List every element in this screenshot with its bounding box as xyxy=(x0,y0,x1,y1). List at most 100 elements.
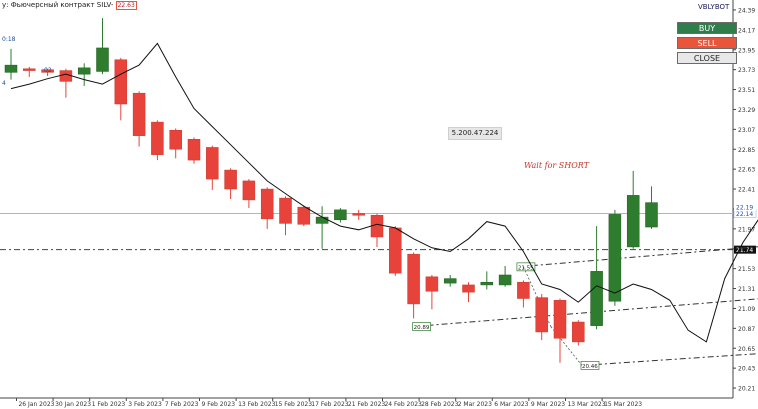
bear-candle xyxy=(206,147,219,180)
pattern-connector xyxy=(523,266,552,327)
bear-candle xyxy=(425,276,439,292)
price-marker-tag xyxy=(734,202,756,211)
x-tick-label: 6 Mar 2023 xyxy=(494,401,528,408)
instrument-title: у: Фьючерсный контракт SILV- xyxy=(2,1,114,9)
x-tick-label: 24 Feb 2023 xyxy=(384,401,422,408)
bull-candle xyxy=(608,214,622,302)
moving-average-line xyxy=(10,42,758,343)
bull-candle xyxy=(590,271,603,326)
left-label-time: 0:18 xyxy=(2,36,16,43)
y-tick-label: 24.17 xyxy=(738,27,755,34)
title-price-badge: 22.63 xyxy=(115,1,137,10)
x-tick-label: 21 Feb 2023 xyxy=(348,401,386,408)
x-tick-label: 28 Feb 2023 xyxy=(421,401,459,408)
bull-candle xyxy=(334,209,347,221)
y-tick-label: 23.29 xyxy=(738,107,755,114)
sell-button[interactable]: SELL xyxy=(677,37,737,49)
y-tick-label: 21.97 xyxy=(738,226,755,233)
bear-candle xyxy=(553,300,567,339)
x-tick-label: 13 Feb 2023 xyxy=(238,401,276,408)
y-tick-label: 20.43 xyxy=(738,366,755,373)
x-tick-label: 2 Mar 2023 xyxy=(458,401,492,408)
trend-anchor-label: 20.89 xyxy=(414,325,430,331)
x-tick-label: 1 Feb 2023 xyxy=(92,401,126,408)
x-tick-label: 15 Feb 2023 xyxy=(275,401,313,408)
close-button[interactable]: CLOSE xyxy=(677,52,737,64)
bear-candle xyxy=(151,121,164,155)
y-tick-label: 20.87 xyxy=(738,326,755,333)
x-tick-label: 7 Feb 2023 xyxy=(165,401,199,408)
bear-candle xyxy=(242,180,256,201)
wait-for-short-note: Wait for SHORT xyxy=(524,161,589,170)
bear-candle xyxy=(389,227,402,274)
y-tick-label: 22.41 xyxy=(738,187,755,194)
y-tick-label: 21.09 xyxy=(738,306,755,313)
trend-line xyxy=(517,246,758,268)
bear-candle xyxy=(572,321,585,343)
bear-candle xyxy=(535,297,548,333)
left-label-4: 4 xyxy=(2,80,6,87)
bull-candle xyxy=(315,216,329,224)
trend-anchor-tag xyxy=(516,262,536,272)
bear-candle xyxy=(169,130,182,150)
y-tick-label: 22.63 xyxy=(738,167,755,174)
bull-candle xyxy=(498,274,512,286)
bear-candle xyxy=(260,188,274,220)
bull-candle xyxy=(480,281,494,286)
x-tick-label: 9 Feb 2023 xyxy=(201,401,235,408)
bear-candle xyxy=(297,206,311,225)
bull-candle xyxy=(96,47,109,72)
bear-candle xyxy=(462,284,475,293)
trend-anchor-label: 20.46 xyxy=(582,364,598,370)
bear-candle xyxy=(59,70,73,82)
brand-label: VBLYBOT xyxy=(698,3,730,11)
bear-candle xyxy=(187,139,201,161)
x-tick-label: 17 Feb 2023 xyxy=(311,401,349,408)
y-tick-label: 23.51 xyxy=(738,87,755,94)
bull-candle xyxy=(626,195,640,248)
bull-candle xyxy=(443,278,457,284)
bear-candle xyxy=(132,92,146,136)
buy-button[interactable]: BUY xyxy=(677,22,737,34)
level-price-label: 22.14 xyxy=(736,211,753,218)
bear-candle xyxy=(114,59,128,105)
plot-area xyxy=(0,0,733,398)
y-tick-label: 20.21 xyxy=(738,386,755,393)
price-marker-label: 22.19 xyxy=(736,204,753,211)
y-tick-label: 23.95 xyxy=(738,47,755,54)
y-tick-label: 23.07 xyxy=(738,127,755,134)
chart-title: у: Фьючерсный контракт SILV- 22.63 xyxy=(2,1,137,10)
bear-candle xyxy=(517,281,530,299)
trend-line xyxy=(581,353,758,366)
bear-candle xyxy=(370,215,384,238)
x-tick-label: 15 Mar 2023 xyxy=(604,401,642,408)
bear-candle xyxy=(352,213,365,216)
x-tick-label: 26 Jan 2023 xyxy=(18,401,54,408)
bear-candle xyxy=(23,68,36,71)
x-tick-label: 3 Feb 2023 xyxy=(128,401,162,408)
trend-anchor-tag xyxy=(412,322,431,331)
trend-anchor-label: 21.55 xyxy=(518,265,534,271)
bear-candle xyxy=(224,169,237,190)
x-tick-label: 13 Mar 2023 xyxy=(567,401,605,408)
y-tick-label: 22.85 xyxy=(738,147,755,154)
trend-anchor-tag xyxy=(580,361,600,370)
y-tick-label: 24.39 xyxy=(738,7,755,14)
trend-line xyxy=(413,298,758,328)
bear-candle xyxy=(279,197,292,224)
y-tick-label: 21.53 xyxy=(738,266,755,273)
bear-candle xyxy=(407,253,420,305)
y-tick-label: 21.31 xyxy=(738,286,755,293)
center-info-label: 5.200.47.224 xyxy=(448,127,502,140)
level-price-label: 21.74 xyxy=(736,247,753,254)
bull-candle xyxy=(4,64,18,73)
bull-candle xyxy=(77,67,91,75)
y-tick-label: 23.73 xyxy=(738,67,755,74)
bear-candle xyxy=(41,69,54,73)
left-label-02: 02 xyxy=(44,67,52,74)
bull-candle xyxy=(645,202,658,228)
y-tick-label: 20.65 xyxy=(738,346,755,353)
x-tick-label: 9 Mar 2023 xyxy=(531,401,565,408)
